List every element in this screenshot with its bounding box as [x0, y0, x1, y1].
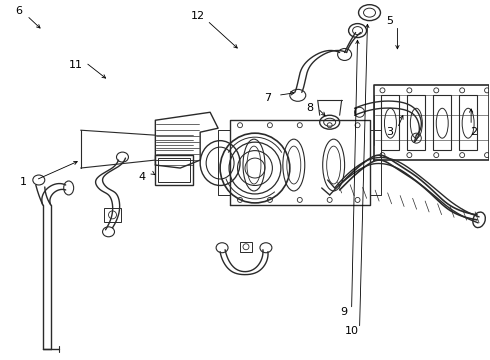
Bar [155, 155, 193, 185]
Text: 1: 1 [20, 177, 26, 187]
Bar [240, 242, 252, 252]
Text: 5: 5 [386, 15, 393, 26]
Text: 11: 11 [69, 60, 83, 71]
Bar [158, 158, 190, 182]
Bar [407, 95, 425, 150]
Bar [459, 95, 477, 150]
Text: 2: 2 [470, 127, 478, 137]
Bar [382, 95, 399, 150]
Text: 3: 3 [386, 127, 393, 137]
Text: 12: 12 [191, 11, 205, 21]
Text: 7: 7 [264, 93, 271, 103]
Text: 8: 8 [306, 103, 313, 113]
Bar [433, 95, 451, 150]
Text: 9: 9 [340, 307, 347, 318]
Text: 4: 4 [139, 172, 146, 182]
Bar [103, 208, 122, 222]
Text: 10: 10 [344, 327, 359, 336]
Text: 6: 6 [15, 6, 23, 15]
